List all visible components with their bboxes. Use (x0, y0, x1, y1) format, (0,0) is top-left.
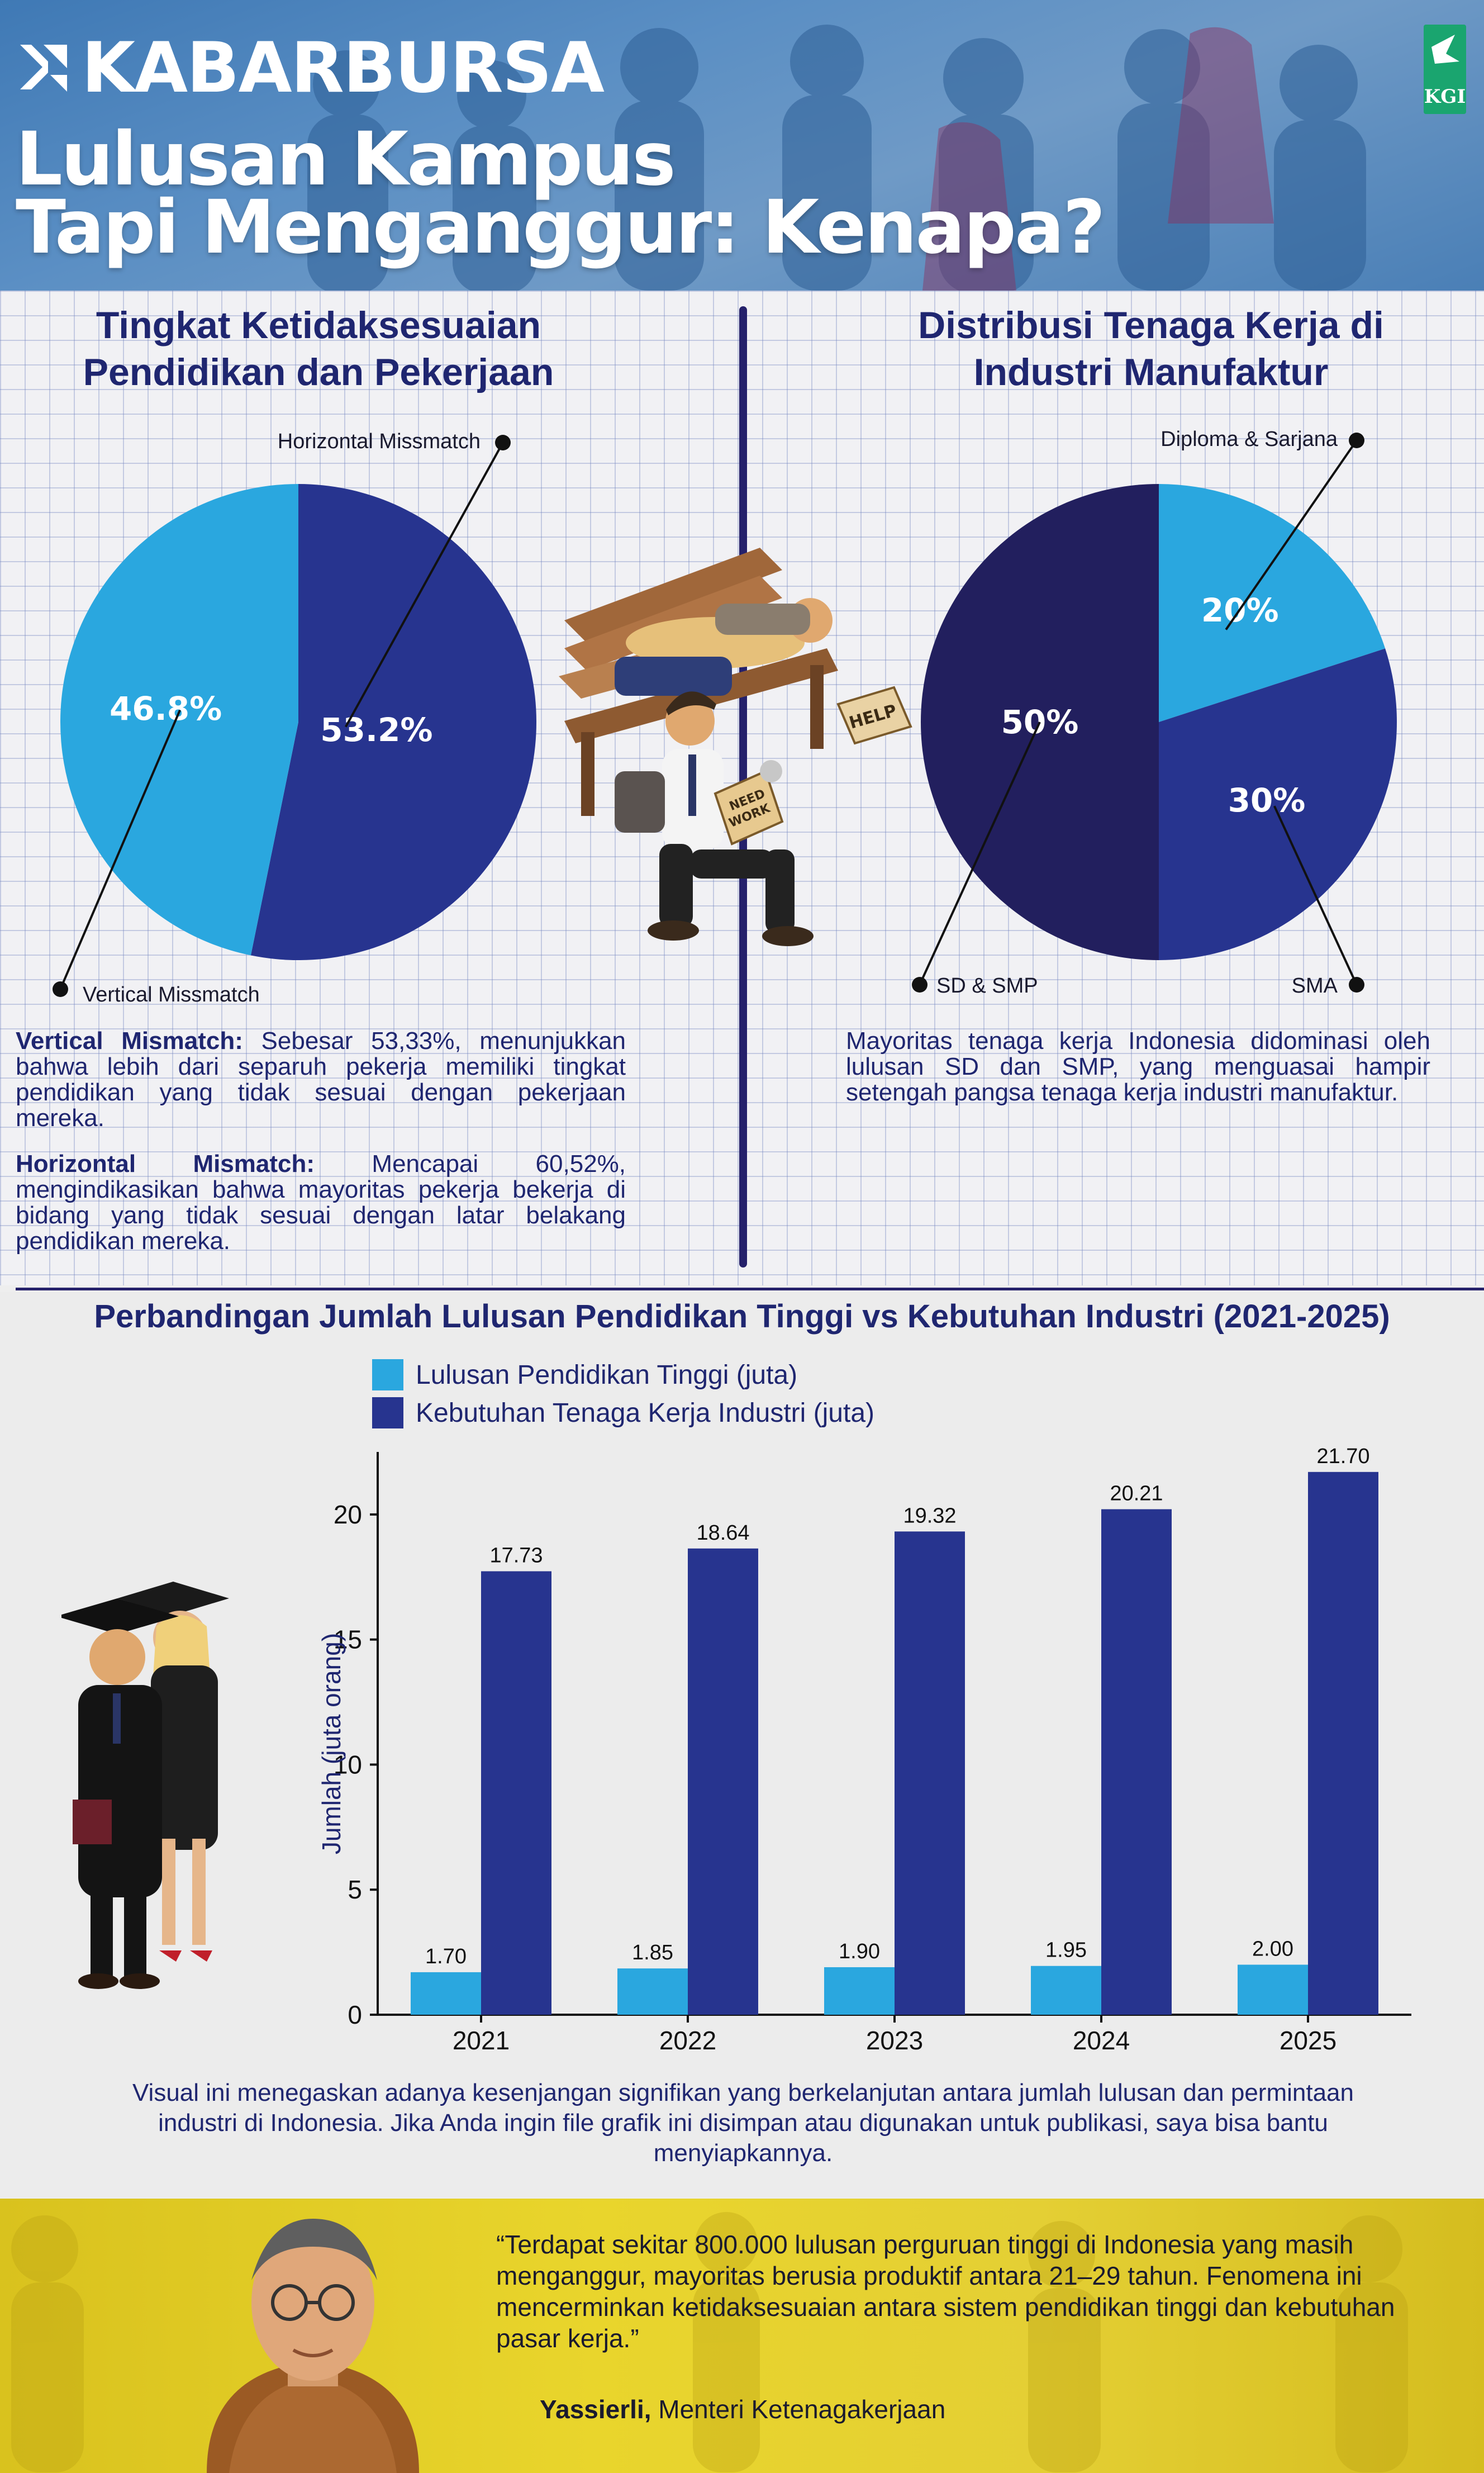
pie2-leader-dot-1 (1349, 977, 1364, 993)
horizontal-mismatch-text: Mencapai 60,52%, mengindikasikan bahwa m… (16, 1150, 626, 1255)
pie1-leader-line-1 (59, 709, 181, 990)
legend-label-kebutuhan: Kebutuhan Tenaga Kerja Industri (juta) (416, 1398, 874, 1428)
legend-swatch-kebutuhan (372, 1397, 403, 1428)
pie2-value-label-1: 30% (1228, 781, 1306, 819)
brand-logo[interactable]: KABARBURSA (16, 28, 605, 108)
manufaktur-description: Mayoritas tenaga kerja Indonesia didomin… (846, 1027, 1430, 1106)
legend-item-kebutuhan: Kebutuhan Tenaga Kerja Industri (juta) (372, 1397, 874, 1428)
graduate-man-icon (61, 1598, 179, 1989)
minister-portrait-image (207, 2219, 419, 2473)
horizontal-mismatch-label: Horizontal Mismatch: (16, 1150, 315, 1178)
pie2-leader-line-1 (1273, 805, 1358, 985)
horizontal-divider (16, 1288, 1484, 1290)
pie1-value-label-1: 46.8% (110, 690, 222, 728)
y-tick-label-1: 5 (348, 1875, 362, 1904)
unemployed-bench-illustration: HELP NEED WORK (559, 548, 912, 946)
pie1-name-label-0: Horizontal Missmatch (278, 430, 481, 453)
legend-label-lulusan: Lulusan Pendidikan Tinggi (juta) (416, 1360, 798, 1390)
y-tick-label-4: 20 (334, 1500, 362, 1529)
pie-manufaktur-title: Distribusi Tenaga Kerja di Industri Manu… (918, 304, 1384, 393)
x-tick-label-2: 2023 (866, 2026, 923, 2055)
bar-lulusan-2022 (617, 1968, 688, 2015)
bar-kebutuhan-2025 (1308, 1472, 1378, 2015)
pie1-slice-1 (60, 484, 299, 956)
crowd-yellow-background-image (11, 2212, 1408, 2472)
crowd-background-image (307, 25, 1366, 291)
legend-item-lulusan: Lulusan Pendidikan Tinggi (juta) (372, 1359, 797, 1390)
x-tick-label-3: 2024 (1073, 2026, 1130, 2055)
pie2-leader-line-2 (919, 722, 1041, 985)
bar-data-label-lulusan-2025: 2.00 (1252, 1937, 1293, 1961)
sleeping-man-icon (615, 598, 833, 696)
pie2-leader-line-0 (1225, 439, 1358, 630)
x-tick-label-1: 2022 (659, 2026, 716, 2055)
pie2-name-label-0: Diploma & Sarjana (1160, 428, 1338, 451)
help-sign-icon: HELP (836, 686, 912, 745)
bar-chart-marks: 1.70 17.73 1.85 18.64 1.90 19.32 1.95 20.21 2.00… (411, 1445, 1378, 2015)
bar-data-label-lulusan-2024: 1.95 (1045, 1939, 1087, 1962)
bar-kebutuhan-2022 (688, 1548, 758, 2015)
header-banner: KABARBURSA Lulusan Kampus Tapi Menganggu… (0, 0, 1484, 291)
page-title-line-2: Tapi Menganggur: Kenapa? (16, 184, 1106, 270)
graduate-woman-icon (117, 1582, 229, 1962)
quote-text: “Terdapat sekitar 800.000 lulusan pergur… (496, 2230, 1395, 2353)
vertical-mismatch-label: Vertical Mismatch: (16, 1027, 243, 1055)
y-tick-label-0: 0 (348, 2000, 362, 2029)
bar-data-label-lulusan-2023: 1.90 (839, 1940, 880, 1963)
pie1-leader-dot-0 (495, 435, 511, 450)
pie-mismatch: 53.2% Horizontal Missmatch 46.8% Vertical M… (53, 430, 537, 1006)
kabarbursa-logo-icon (20, 45, 67, 92)
pie2-leader-dot-0 (1349, 433, 1364, 448)
graduates-illustration (61, 1582, 229, 1989)
pie2-slice-1 (1159, 648, 1397, 960)
bar-lulusan-2021 (411, 1972, 481, 2015)
bar-data-label-lulusan-2021: 1.70 (425, 1945, 467, 1968)
bar-data-label-kebutuhan-2023: 19.32 (903, 1504, 956, 1527)
quote-author-name: Yassierli, (540, 2395, 651, 2424)
job-seeker-man-icon: NEED WORK (615, 691, 814, 946)
quote-author: Yassierli, Menteri Ketenagakerjaan (540, 2394, 945, 2424)
bar-kebutuhan-2023 (895, 1531, 965, 2015)
vertical-mismatch-text: Sebesar 53,33%, menunjukkan bahwa lebih … (16, 1027, 626, 1132)
bar-data-label-lulusan-2022: 1.85 (632, 1941, 673, 1964)
pie-mismatch-title: Tingkat Ketidaksesuaian Pendidikan dan P… (83, 304, 554, 393)
kgi-badge-text: KGI (1424, 86, 1466, 108)
pie2-name-label-2: SD & SMP (936, 974, 1038, 998)
pie1-slice-0 (250, 484, 537, 960)
kgi-logo-icon: KGI (1424, 35, 1466, 108)
bar-kebutuhan-2024 (1101, 1509, 1172, 2015)
closing-text: Visual ini menegaskan adanya kesenjangan… (132, 2079, 1354, 2167)
bar-data-label-kebutuhan-2021: 17.73 (489, 1544, 543, 1567)
pie1-value-label-0: 53.2% (320, 711, 432, 749)
pie1-leader-line-0 (345, 442, 504, 728)
page-title-line-1: Lulusan Kampus (16, 116, 676, 202)
y-tick-label-3: 15 (334, 1625, 362, 1654)
vertical-mismatch-description: Vertical Mismatch: Sebesar 53,33%, menun… (16, 1028, 626, 1131)
pie2-leader-dot-2 (912, 977, 927, 993)
pie1-name-label-1: Vertical Missmatch (83, 983, 260, 1006)
legend-swatch-lulusan (372, 1359, 403, 1390)
bar-kebutuhan-2021 (481, 1571, 551, 2015)
x-tick-label-4: 2025 (1280, 2026, 1336, 2055)
bar-chart-title: Perbandingan Jumlah Lulusan Pendidikan T… (94, 1298, 1390, 1335)
bar-data-label-kebutuhan-2024: 20.21 (1110, 1482, 1163, 1505)
quote-author-role: Menteri Ketenagakerjaan (651, 2395, 946, 2424)
x-tick-label-0: 2021 (453, 2026, 510, 2055)
bar-data-label-kebutuhan-2022: 18.64 (696, 1521, 749, 1545)
kgi-badge: KGI (1424, 25, 1466, 114)
bar-lulusan-2023 (824, 1967, 895, 2015)
bar-data-label-kebutuhan-2025: 21.70 (1316, 1445, 1369, 1468)
pie2-name-label-1: SMA (1292, 974, 1338, 998)
y-tick-label-2: 10 (334, 1750, 362, 1779)
bar-chart-ylabel: Jumlah (juta orang) (317, 1632, 346, 1855)
bar-lulusan-2025 (1238, 1964, 1308, 2015)
pie-charts: 53.2% Horizontal Missmatch 46.8% Vertical M… (53, 428, 1397, 1006)
brand-name: KABARBURSA (82, 28, 605, 108)
pie2-slice-0 (1159, 484, 1386, 722)
horizontal-mismatch-description: Horizontal Mismatch: Mencapai 60,52%, me… (16, 1151, 626, 1254)
bar-lulusan-2024 (1031, 1966, 1101, 2015)
pie1-leader-dot-1 (53, 981, 68, 997)
